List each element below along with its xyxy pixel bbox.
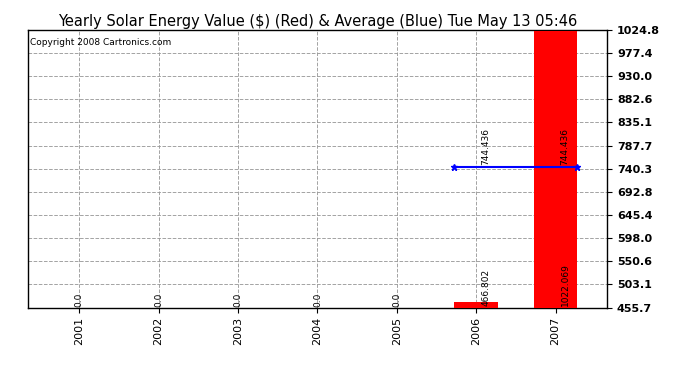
Text: 1022.069: 1022.069 [561, 263, 570, 306]
Text: Copyright 2008 Cartronics.com: Copyright 2008 Cartronics.com [30, 38, 172, 47]
Text: 0.0: 0.0 [313, 292, 322, 307]
Text: 0.0: 0.0 [233, 292, 242, 307]
Text: 0.0: 0.0 [154, 292, 163, 307]
Bar [454, 302, 498, 307]
Title: Yearly Solar Energy Value ($) (Red) & Average (Blue) Tue May 13 05:46: Yearly Solar Energy Value ($) (Red) & Av… [58, 14, 577, 29]
Text: 0.0: 0.0 [393, 292, 402, 307]
Bar [534, 32, 578, 308]
Text: 744.436: 744.436 [560, 128, 569, 165]
Text: 0.0: 0.0 [75, 292, 83, 307]
Text: 744.436: 744.436 [481, 128, 490, 165]
Text: 466.802: 466.802 [482, 269, 491, 306]
